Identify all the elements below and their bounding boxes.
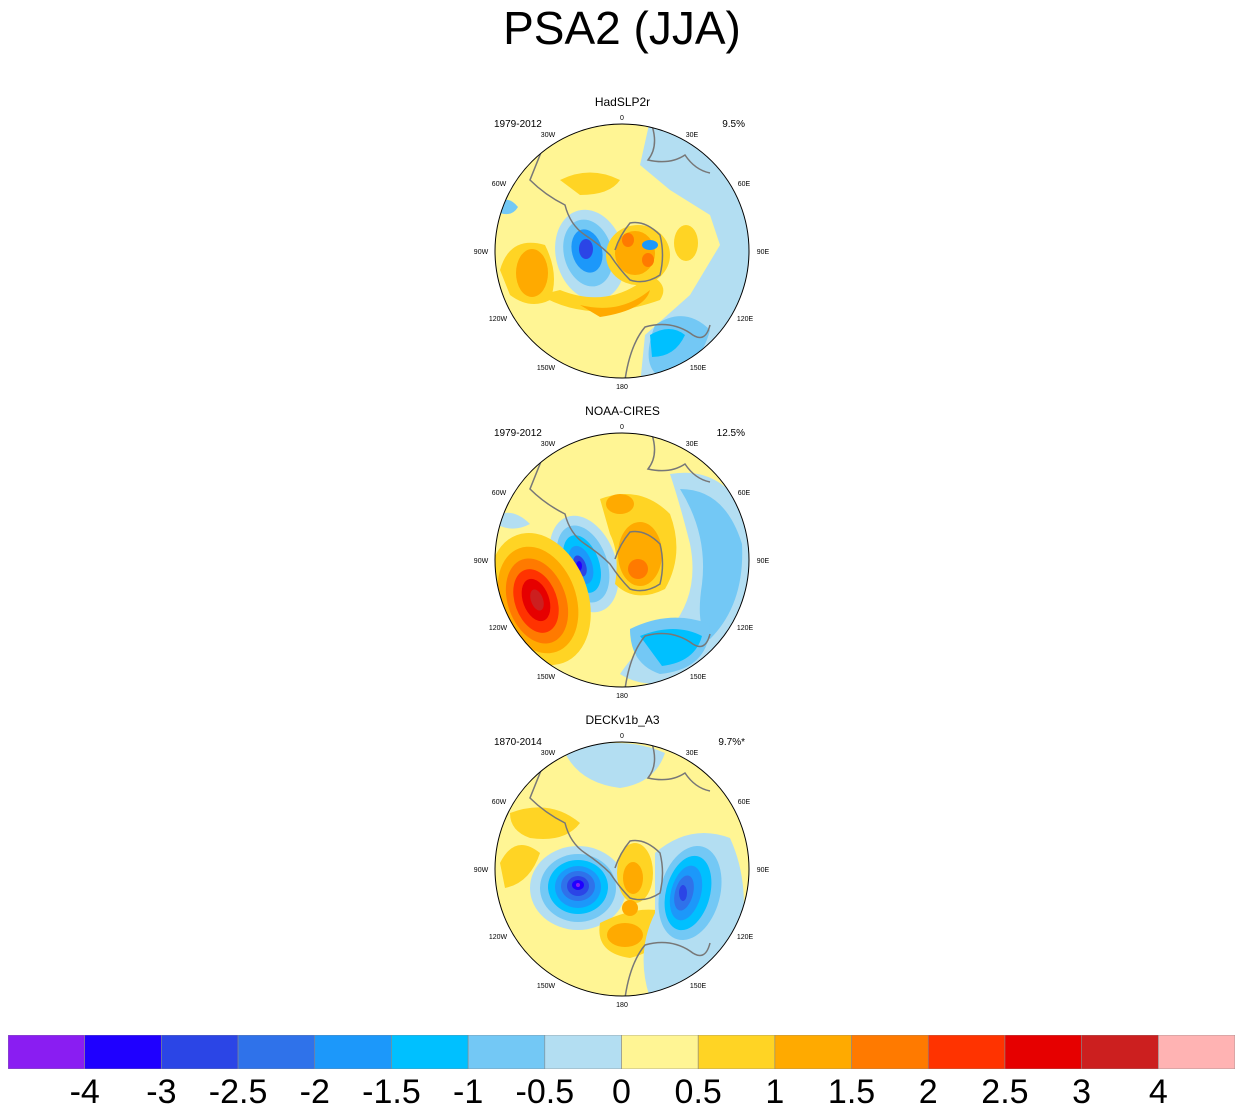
lon-label: 150E [690,365,707,372]
colorbar-tick-label: -1.5 [362,1073,421,1111]
longitude-labels: 0 30E 60E 90E 120E 150E 180 150W 120W 90… [474,733,770,1009]
lon-label: 120E [737,934,754,941]
panel-variance-percent: 9.5% [722,119,745,130]
lon-label: 150W [537,983,556,990]
polar-map: 0 30E 60E 90E 120E 150E 180 150W 120W 90… [474,733,770,1009]
lon-label: 90W [474,249,489,256]
lon-label: 60W [492,799,507,806]
lon-label: 180 [616,693,628,700]
longitude-labels: 0 30E 60E 90E 120E 150E 180 150W 120W 90… [474,424,770,700]
colorbar-swatch [84,1035,162,1069]
lon-label: 30W [541,750,556,757]
map-panel-deckv1b-a3: DECKv1b_A3 1870-2014 9.7%* [470,713,775,1013]
colorbar-tick-label: -2.5 [208,1073,268,1111]
panel-title: DECKv1b_A3 [585,713,660,727]
polar-map: 0 30E 60E 90E 120E 150E 180 150W 120W 90… [474,115,770,391]
colorbar-swatch [237,1035,316,1069]
panel-variance-percent: 12.5% [716,428,745,439]
lon-label: 0 [620,424,624,431]
colorbar-swatch [467,1035,546,1069]
colorbar-swatch [544,1035,622,1069]
colorbar-swatch [314,1035,392,1069]
lon-label: 150E [690,674,707,681]
colorbar-swatch [851,1035,929,1069]
lon-label: 90W [474,867,489,874]
polar-map: 0 30E 60E 90E 120E 150E 180 150W 120W 90… [474,424,770,700]
lon-label: 120E [737,625,754,632]
colorbar-swatch [8,1035,85,1069]
longitude-labels: 0 30E 60E 90E 120E 150E 180 150W 120W 90… [474,115,770,391]
lon-label: 30W [541,441,556,448]
lon-label: 90E [757,558,770,565]
map-panel-noaa-cires: NOAA-CIRES 1979-2012 12.5% [470,404,775,704]
lon-label: 0 [620,115,624,122]
lon-label: 150W [537,674,556,681]
colorbar-swatch [774,1035,852,1069]
colorbar-tick-label: -1 [453,1073,484,1111]
colorbar-tick-label: 4 [1148,1073,1168,1111]
lon-label: 30E [686,132,699,139]
colorbar-swatch [161,1035,239,1069]
panel-period: 1870-2014 [494,737,542,748]
colorbar-tick-label: -0.5 [515,1073,575,1111]
lon-label: 30E [686,441,699,448]
lon-label: 90W [474,558,489,565]
figure-title: PSA2 (JJA) [503,2,741,54]
map-panel-hadslp2r: HadSLP2r 1979-2012 9.5% [470,95,775,395]
lon-label: 180 [616,384,628,391]
lon-label: 120W [489,625,508,632]
colorbar-tick-label: -3 [146,1073,177,1111]
lon-label: 120W [489,316,508,323]
colorbar-tick-label: 0 [612,1073,631,1111]
colorbar [8,1035,1235,1069]
colorbar-swatch [391,1035,469,1069]
colorbar-swatch [621,1035,699,1069]
colorbar-tick-label: 2.5 [981,1073,1029,1111]
lon-label: 0 [620,733,624,740]
lon-label: 30W [541,132,556,139]
colorbar-tick-label: -2 [299,1073,330,1111]
lon-label: 90E [757,867,770,874]
colorbar-swatch [1081,1035,1159,1069]
lon-label: 60E [738,490,751,497]
lon-label: 180 [616,1002,628,1009]
colorbar-swatch [1158,1035,1235,1069]
panel-period: 1979-2012 [494,428,542,439]
lon-label: 60W [492,490,507,497]
panel-period: 1979-2012 [494,119,542,130]
lon-label: 150E [690,983,707,990]
colorbar-tick-label: 0.5 [674,1073,722,1111]
colorbar-tick-label: 2 [918,1073,938,1111]
lon-label: 120W [489,934,508,941]
lon-label: 30E [686,750,699,757]
lon-label: 120E [737,316,754,323]
lon-label: 60E [738,181,751,188]
panel-title: HadSLP2r [594,95,651,109]
colorbar-swatch [927,1035,1006,1069]
colorbar-tick-label: 1 [765,1073,785,1111]
colorbar-tick-label: 1.5 [827,1073,876,1111]
panel-title: NOAA-CIRES [585,404,660,418]
lon-label: 90E [757,249,770,256]
colorbar-swatch [1004,1035,1082,1069]
panel-variance-percent: 9.7%* [718,737,745,748]
lon-label: 150W [537,365,556,372]
colorbar-tick-label: -4 [69,1073,100,1111]
lon-label: 60W [492,181,507,188]
lon-label: 60E [738,799,751,806]
colorbar-tick-label: 3 [1072,1073,1092,1111]
colorbar-swatch [697,1035,776,1069]
